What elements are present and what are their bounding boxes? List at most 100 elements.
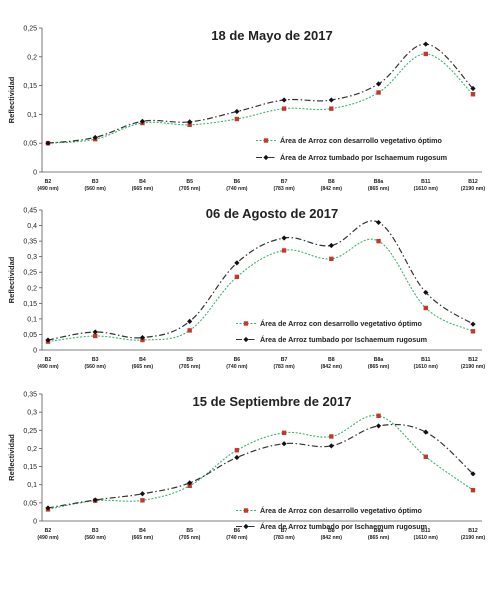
x-tick-sublabel: (560 nm) xyxy=(85,186,107,192)
series-line-tumbado xyxy=(47,220,474,341)
legend-label: Área de Arroz tumbado por Ischaemum rugo… xyxy=(260,522,427,531)
y-tick-label: 0,4 xyxy=(27,223,37,230)
data-point-marker-diamond xyxy=(187,119,193,125)
y-tick-label: 0 xyxy=(33,348,37,355)
data-point-marker-diamond xyxy=(187,480,193,486)
x-tick-label: B4 xyxy=(139,528,146,534)
legend-marker-square xyxy=(263,138,269,143)
y-tick-label: 0,15 xyxy=(23,301,37,308)
y-axis-label: Reflectividad xyxy=(7,76,16,123)
data-point-marker-diamond xyxy=(234,454,240,461)
x-tick-sublabel: (665 nm) xyxy=(132,535,154,541)
data-point-marker-square xyxy=(187,328,192,333)
x-tick-sublabel: (783 nm) xyxy=(273,364,295,370)
y-tick-label: 0 xyxy=(33,170,37,177)
data-point-marker-square xyxy=(376,238,381,244)
data-point-marker-diamond xyxy=(139,491,146,497)
data-point-marker-square xyxy=(470,329,476,334)
legend-label: Área de Arroz con desarrollo vegetativo … xyxy=(260,319,422,328)
chart-panel-1: 18 de Mayo de 2017 0 0,05 0,1 0,15 0,2 0,25 Ref… xyxy=(7,26,485,193)
data-point-marker-diamond xyxy=(470,321,476,327)
x-tick-sublabel: (705 nm) xyxy=(179,186,201,192)
data-point-marker-square xyxy=(93,333,98,339)
legend-label: Área de Arroz tumbado por Ischaemum rugo… xyxy=(260,335,427,344)
data-point-marker-diamond xyxy=(281,235,287,241)
x-tick-label: B8 xyxy=(328,179,335,185)
x-tick-label: B8 xyxy=(328,357,335,363)
data-point-marker-diamond xyxy=(281,441,287,447)
x-tick-sublabel: (865 nm) xyxy=(368,535,390,541)
x-tick-sublabel: (665 nm) xyxy=(132,364,154,370)
data-point-marker-square xyxy=(281,430,287,436)
x-tick-sublabel: (2190 nm) xyxy=(461,186,485,192)
x-tick-sublabel: (490 nm) xyxy=(37,535,59,541)
x-tick-sublabel: (842 nm) xyxy=(321,186,343,192)
x-tick-sublabel: (783 nm) xyxy=(273,186,295,192)
x-tick-label: B5 xyxy=(186,357,193,363)
data-point-marker-square xyxy=(329,434,334,439)
y-tick-label: 0,35 xyxy=(23,239,37,246)
x-tick-label: B5 xyxy=(186,179,193,185)
x-tick-sublabel: (2190 nm) xyxy=(461,364,485,370)
data-point-marker-diamond xyxy=(470,85,476,92)
chart-panel-3: 15 de Septiembre de 2017 0 0,05 0,1 0,15 0,2 0… xyxy=(7,392,485,542)
x-tick-sublabel: (705 nm) xyxy=(179,364,201,370)
x-tick-label: B4 xyxy=(139,179,146,185)
data-point-marker-square xyxy=(376,413,381,418)
data-point-marker-square xyxy=(376,90,381,95)
data-point-marker-diamond xyxy=(139,118,146,124)
x-tick-sublabel: (740 nm) xyxy=(226,364,248,370)
x-tick-label: B3 xyxy=(92,357,99,363)
x-tick-label: B3 xyxy=(92,179,99,185)
x-tick-sublabel: (560 nm) xyxy=(85,535,107,541)
data-point-marker-square xyxy=(423,51,428,57)
legend-marker-square xyxy=(243,508,249,513)
data-point-marker-square xyxy=(234,274,240,280)
data-point-marker-diamond xyxy=(139,334,146,341)
x-tick-label: B7 xyxy=(281,528,288,534)
data-point-marker-diamond xyxy=(423,429,429,435)
data-point-marker-square xyxy=(470,92,476,97)
x-tick-sublabel: (2190 nm) xyxy=(461,535,485,541)
x-tick-label: B7 xyxy=(281,179,288,185)
y-tick-label: 0,05 xyxy=(23,141,37,148)
x-tick-sublabel: (490 nm) xyxy=(37,186,59,192)
y-tick-label: 0,1 xyxy=(27,316,37,323)
y-tick-label: 0,1 xyxy=(27,112,37,119)
y-tick-label: 0,25 xyxy=(23,26,37,33)
data-point-marker-diamond xyxy=(328,97,334,103)
legend-marker-diamond xyxy=(243,336,249,343)
x-tick-label: B11 xyxy=(421,528,430,534)
data-point-marker-square xyxy=(187,483,192,489)
data-point-marker-diamond xyxy=(375,423,382,429)
chart-title: 06 de Agosto de 2017 xyxy=(206,206,338,221)
data-point-marker-diamond xyxy=(328,443,334,449)
x-tick-label: B6 xyxy=(234,179,241,185)
series-line-tumbado xyxy=(47,43,474,144)
data-point-marker-square xyxy=(329,106,334,111)
data-point-marker-diamond xyxy=(187,318,193,324)
series-line-optimo xyxy=(47,53,474,144)
y-tick-label: 0,3 xyxy=(27,410,37,417)
y-axis-label: Reflectividad xyxy=(7,256,16,303)
data-point-marker-diamond xyxy=(423,41,429,47)
x-tick-label: B12 xyxy=(468,179,478,185)
legend-marker-diamond xyxy=(243,523,249,530)
y-tick-label: 0,3 xyxy=(27,254,37,261)
x-tick-sublabel: (1610 nm) xyxy=(414,186,438,192)
data-point-marker-diamond xyxy=(328,242,334,249)
data-point-marker-diamond xyxy=(92,329,98,335)
y-tick-label: 0,2 xyxy=(27,285,37,292)
x-tick-sublabel: (1610 nm) xyxy=(414,364,438,370)
y-tick-label: 0,1 xyxy=(27,482,37,489)
legend-marker-diamond xyxy=(263,154,269,161)
data-point-marker-diamond xyxy=(423,289,429,296)
x-tick-label: B3 xyxy=(92,528,99,534)
y-axis-label: Reflectividad xyxy=(7,434,16,481)
data-point-marker-diamond xyxy=(234,108,240,115)
data-point-marker-square xyxy=(423,305,428,311)
x-tick-sublabel: (740 nm) xyxy=(226,186,248,192)
x-tick-sublabel: (842 nm) xyxy=(321,535,343,541)
